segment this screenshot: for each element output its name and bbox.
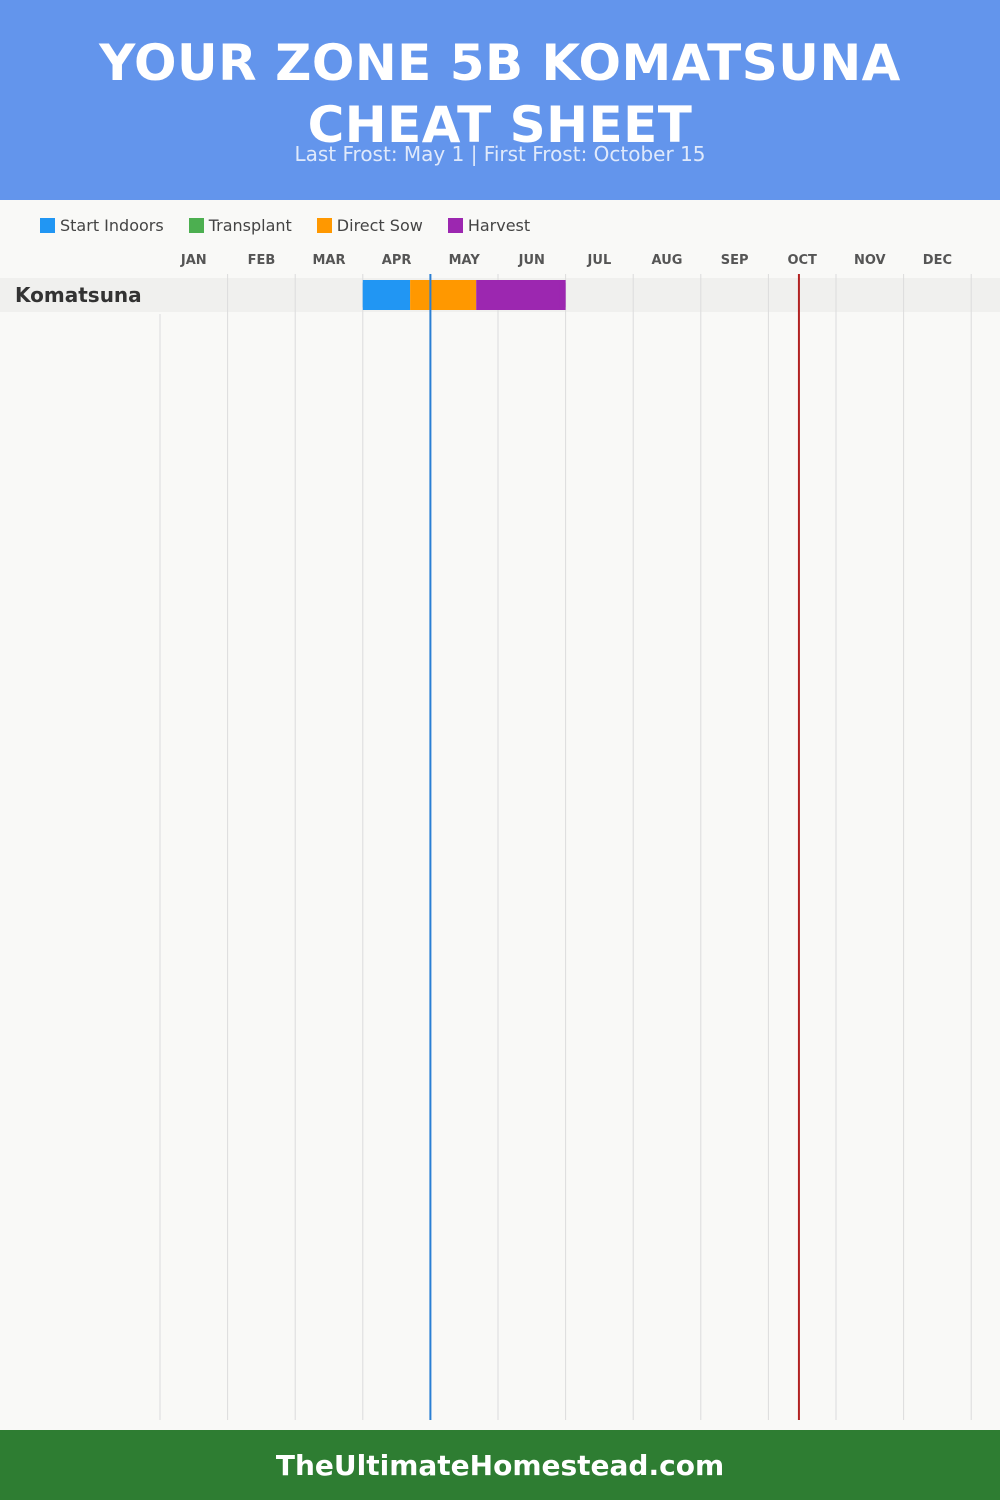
legend-label: Transplant [208,215,292,235]
month-tick-label: MAY [449,253,481,268]
legend-swatch [188,217,204,233]
month-tick-label: NOV [854,253,886,268]
chart-legend: Start Indoors Transplant Direct Sow Harvest [40,214,555,236]
period-bar-start-indoors [362,280,411,310]
month-tick-label: OCT [787,253,817,268]
footer-banner: TheUltimateHomestead.com [0,1430,1000,1500]
legend-label: Direct Sow [336,215,423,235]
page-title: YOUR ZONE 5B KOMATSUNA CHEAT SHEET [99,34,901,154]
month-tick-label: AUG [652,253,683,268]
legend-label: Harvest [467,215,531,235]
legend-label: Start Indoors [60,215,164,235]
footer-website-link[interactable]: TheUltimateHomestead.com [275,1448,725,1482]
month-tick-label: SEP [721,253,749,268]
month-tick-label: JUL [587,253,612,268]
month-tick-label: FEB [248,253,276,268]
legend-item: Start Indoors [40,216,164,235]
legend-swatch [40,217,55,233]
frost-dates-subtitle: Last Frost: May 1 | First Frost: October… [294,142,706,166]
period-bar-direct-sow [410,280,477,310]
period-bar-cap [559,280,566,310]
legend-swatch [447,217,463,233]
planting-calendar-chart: JAN FEB MAR APR MAY JUN JUL AUG SEP OCT NOV DEC Koma… [0,253,1000,1420]
legend-item: Direct Sow [316,215,423,235]
crop-name-label: Komatsuna [15,283,142,307]
month-tick-label: JUN [518,253,545,268]
month-tick-label: JAN [180,253,207,268]
period-bar-cap [362,280,369,310]
month-tick-label: APR [382,253,412,268]
month-tick-label: DEC [923,253,952,268]
period-bar-harvest [476,280,566,310]
legend-item: Harvest [447,215,531,235]
legend-swatch [316,217,332,233]
month-tick-label: MAR [312,253,345,268]
legend-item: Transplant [188,215,292,235]
header-banner: YOUR ZONE 5B KOMATSUNA CHEAT SHEET Last … [0,0,1000,200]
